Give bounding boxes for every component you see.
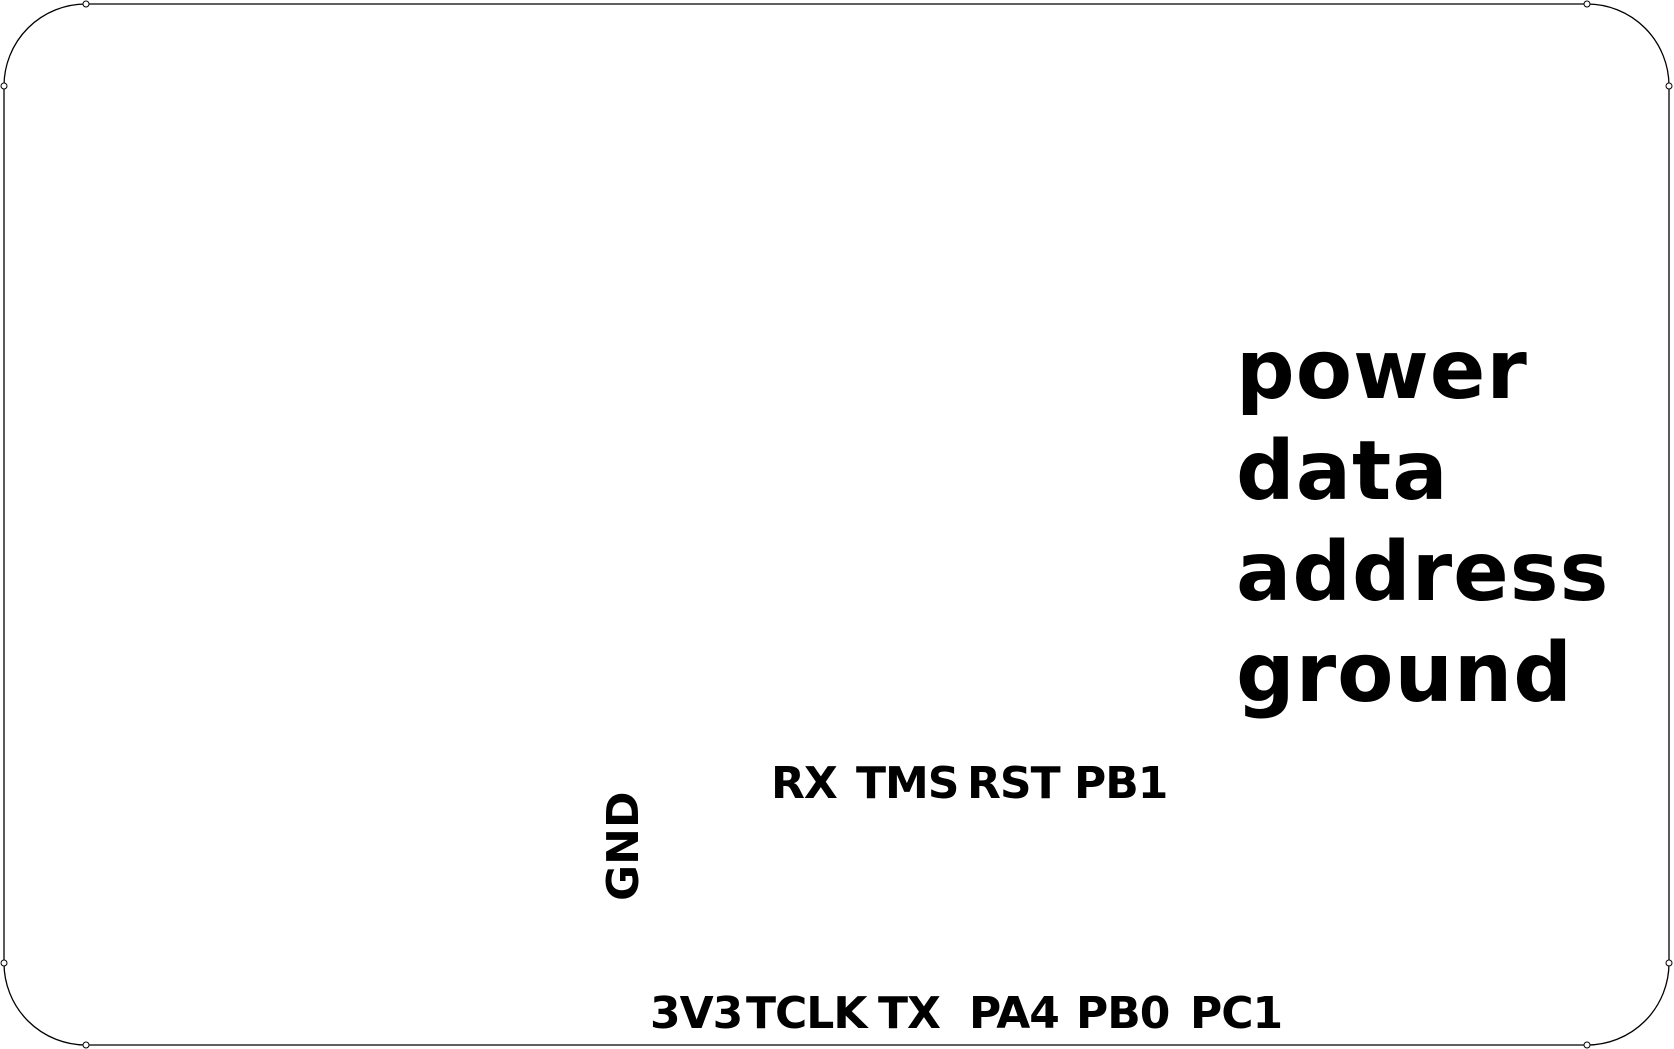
corner-marker <box>1583 1041 1591 1049</box>
corner-marker <box>1665 82 1673 90</box>
corner-marker <box>82 0 90 8</box>
legend-item-data: data <box>1236 424 1449 519</box>
pin-label-tclk: TCLK <box>746 988 867 1039</box>
legend-item-power: power <box>1236 323 1528 418</box>
corner-marker <box>82 1041 90 1049</box>
pin-label-pc1: PC1 <box>1190 988 1283 1039</box>
pin-label-pa4: PA4 <box>969 988 1060 1039</box>
legend-item-address: address <box>1236 525 1610 620</box>
legend-item-ground: ground <box>1236 626 1573 721</box>
corner-marker <box>0 959 8 967</box>
pin-label-pb0: PB0 <box>1076 988 1170 1039</box>
pin-label-tx: TX <box>878 988 941 1039</box>
pin-label-tms: TMS <box>856 758 959 809</box>
pin-label-rx: RX <box>771 758 838 809</box>
pin-label-gnd: GND <box>598 791 649 901</box>
pin-label-pb1: PB1 <box>1074 758 1168 809</box>
corner-marker <box>1583 0 1591 8</box>
pin-label-3v3: 3V3 <box>650 988 743 1039</box>
signal-legend: power data address ground <box>1236 320 1609 724</box>
pin-label-rst: RST <box>967 758 1061 809</box>
corner-marker <box>0 82 8 90</box>
corner-marker <box>1665 959 1673 967</box>
